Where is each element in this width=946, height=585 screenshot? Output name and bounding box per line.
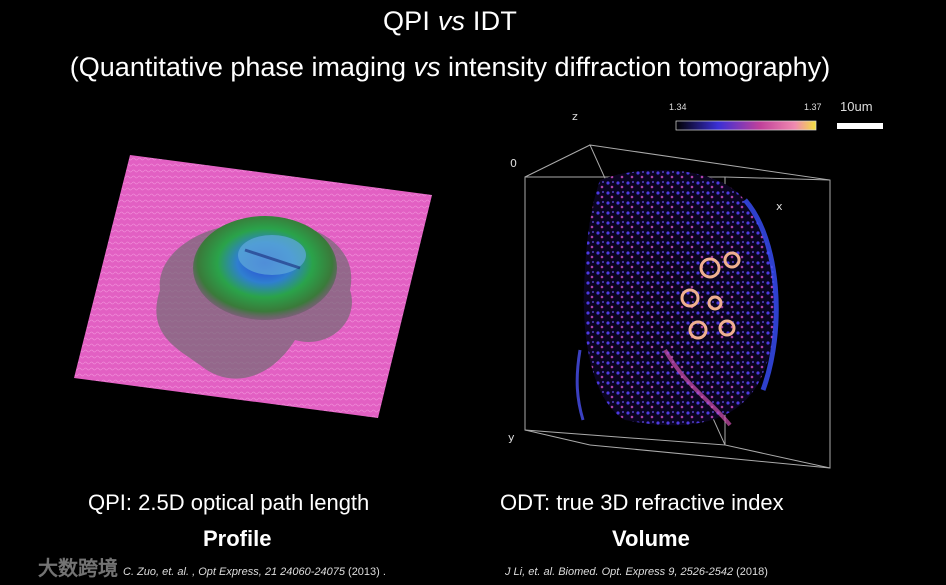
scale-bar xyxy=(837,123,883,129)
qpi-caption-bold: Profile xyxy=(203,526,272,551)
odt-reference-text: J Li, et. al. Biomed. Opt. Express 9, 25… xyxy=(505,566,734,578)
qpi-nucleus xyxy=(238,235,306,275)
subtitle-vs: vs xyxy=(413,52,441,82)
qpi-reference-text: C. Zuo, et. al. , Opt Express, 21 24060-… xyxy=(123,566,345,578)
odt-vesicles xyxy=(680,251,741,340)
qpi-surface-image xyxy=(74,155,432,418)
odt-caption: ODT: true 3D refractive index xyxy=(500,490,784,515)
colorbar-min-label: 1.34 xyxy=(669,102,687,112)
odt-caption-bold: Volume xyxy=(612,526,690,551)
slide-subtitle: (Quantitative phase imaging vs intensity… xyxy=(0,52,900,83)
title-vs: vs xyxy=(437,6,466,36)
subtitle-right: intensity diffraction tomography) xyxy=(440,52,831,82)
axis-x-label: x xyxy=(776,200,783,213)
slide-title: QPI vs IDT xyxy=(0,6,900,37)
axis-z-label: z xyxy=(572,110,578,123)
qpi-reference-year: (2013) . xyxy=(348,566,386,578)
odt-cell-body xyxy=(583,170,777,426)
title-left: QPI xyxy=(382,6,438,36)
watermark-text: 大数跨境 xyxy=(38,558,118,580)
subtitle-left: (Quantitative phase imaging xyxy=(69,52,414,82)
odt-volume-image xyxy=(524,120,883,469)
odt-reference-year: (2018) xyxy=(736,566,768,578)
title-right: IDT xyxy=(465,6,518,36)
qpi-caption: QPI: 2.5D optical path length xyxy=(88,490,370,515)
qpi-reference: C. Zuo, et. al. , Opt Express, 21 24060-… xyxy=(123,566,386,578)
axis-origin-label: 0 xyxy=(510,157,517,170)
axis-y-label: y xyxy=(508,431,515,444)
odt-reference: J Li, et. al. Biomed. Opt. Express 9, 25… xyxy=(505,566,768,578)
scale-bar-label: 10um xyxy=(840,99,873,114)
watermark-logo: 大数跨境 xyxy=(8,552,118,581)
colorbar-max-label: 1.37 xyxy=(804,102,822,112)
colorbar xyxy=(675,120,817,131)
